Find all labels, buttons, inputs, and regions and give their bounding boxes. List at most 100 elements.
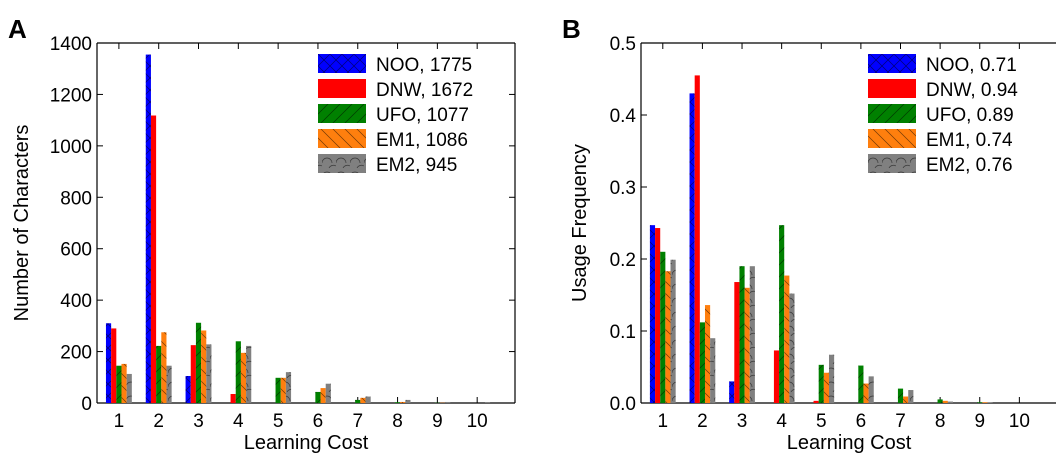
bar-hatch — [897, 388, 904, 403]
x-tick-label: 1 — [658, 411, 669, 432]
bar-hatch — [156, 345, 162, 403]
legend-swatch-hatch — [868, 54, 916, 73]
legend-label: UFO, 1077 — [376, 105, 469, 126]
panel-label: B — [562, 14, 581, 44]
legend-label: EM2, 0.76 — [926, 155, 1013, 176]
bar — [813, 400, 819, 403]
x-tick-label: 2 — [697, 411, 708, 432]
bar-hatch — [749, 266, 755, 403]
x-tick-label: 6 — [313, 411, 324, 432]
legend-label: EM1, 1086 — [376, 130, 468, 151]
bar-hatch — [987, 402, 993, 403]
x-tick-label: 4 — [776, 411, 787, 432]
bar-hatch — [246, 345, 252, 403]
bar — [655, 228, 661, 403]
bar-hatch — [285, 372, 292, 403]
x-tick-label: 8 — [935, 411, 946, 432]
y-tick-label: 0.1 — [610, 322, 636, 343]
x-tick-label: 3 — [737, 411, 748, 432]
x-tick-label: 9 — [432, 411, 443, 432]
legend-label: UFO, 0.89 — [926, 105, 1014, 126]
bar-hatch — [937, 399, 943, 403]
x-tick-label: 2 — [153, 411, 164, 432]
legend-swatch-hatch — [318, 54, 366, 73]
bar-hatch — [405, 399, 411, 403]
legend-label: EM2, 945 — [376, 155, 457, 176]
bar-hatch — [710, 338, 716, 403]
bar-hatch — [858, 365, 864, 403]
x-tick-label: 8 — [392, 411, 403, 432]
bar-hatch — [908, 390, 914, 403]
bar-hatch — [670, 259, 676, 403]
bar-hatch — [320, 388, 326, 403]
y-tick-label: 400 — [60, 291, 92, 312]
x-tick-label: 10 — [467, 411, 488, 432]
x-tick-label: 9 — [974, 411, 985, 432]
bar — [230, 394, 236, 403]
bar-hatch — [206, 344, 212, 403]
bar — [734, 282, 740, 403]
panel-label: A — [8, 14, 27, 44]
legend-label: NOO, 1775 — [376, 55, 472, 76]
bar-hatch — [240, 352, 247, 403]
bar-hatch — [903, 396, 909, 403]
y-tick-label: 1200 — [50, 85, 92, 106]
x-axis-title: Learning Cost — [244, 432, 369, 454]
bar-hatch — [235, 341, 241, 403]
bar-hatch — [828, 354, 835, 403]
x-tick-label: 7 — [895, 411, 906, 432]
bar-hatch — [315, 391, 321, 403]
bar-hatch — [977, 402, 983, 403]
bar-hatch — [185, 376, 191, 403]
legend-label: NOO, 0.71 — [926, 55, 1017, 76]
bar-hatch — [699, 322, 705, 403]
bar-hatch — [145, 54, 151, 403]
bar-hatch — [982, 402, 988, 403]
x-tick-label: 7 — [352, 411, 363, 432]
y-axis-title: Number of Characters — [11, 125, 33, 322]
bar-hatch — [947, 401, 953, 403]
bar-hatch — [649, 225, 656, 403]
bar-hatch — [445, 401, 451, 403]
legend-swatch-hatch — [868, 154, 916, 173]
bar-hatch — [201, 330, 207, 403]
y-tick-label: 800 — [60, 188, 92, 209]
bar-hatch — [275, 377, 281, 403]
y-tick-label: 0.5 — [610, 34, 636, 55]
x-tick-label: 10 — [1009, 411, 1030, 432]
legend-label: DNW, 1672 — [376, 80, 473, 101]
legend-label: DNW, 0.94 — [926, 80, 1018, 101]
y-tick-label: 1400 — [50, 34, 92, 55]
y-tick-label: 600 — [60, 240, 92, 261]
bar-hatch — [400, 401, 406, 403]
bar-hatch — [325, 383, 331, 403]
bar-hatch — [689, 93, 695, 404]
y-tick-label: 1000 — [50, 137, 92, 158]
x-tick-label: 5 — [273, 411, 284, 432]
legend-swatch-hatch — [318, 129, 366, 148]
x-tick-label: 5 — [816, 411, 827, 432]
x-tick-label: 1 — [114, 411, 125, 432]
bar-hatch — [660, 251, 666, 403]
bar-hatch — [784, 275, 790, 403]
bar-hatch — [116, 365, 122, 403]
bar-hatch — [789, 293, 795, 403]
bar-hatch — [744, 287, 750, 403]
bar-hatch — [280, 377, 286, 403]
y-tick-label: 0.2 — [610, 250, 636, 271]
legend-swatch-hatch — [868, 129, 916, 148]
bar-hatch — [729, 381, 735, 403]
bar — [111, 328, 117, 403]
bar-hatch — [863, 383, 869, 403]
bar-hatch — [739, 266, 745, 403]
bar-hatch — [394, 402, 401, 403]
bar-hatch — [823, 372, 829, 403]
bar — [190, 345, 196, 403]
bar-hatch — [868, 376, 874, 403]
x-tick-label: 3 — [193, 411, 204, 432]
bar-hatch — [365, 396, 371, 403]
bar-hatch — [161, 332, 167, 403]
bar — [150, 115, 157, 403]
panel-a: 0 200 400 600 800 1000 1200 1400 1 2 3 4 5 6 7 8 9 10 Lear… — [8, 14, 516, 454]
